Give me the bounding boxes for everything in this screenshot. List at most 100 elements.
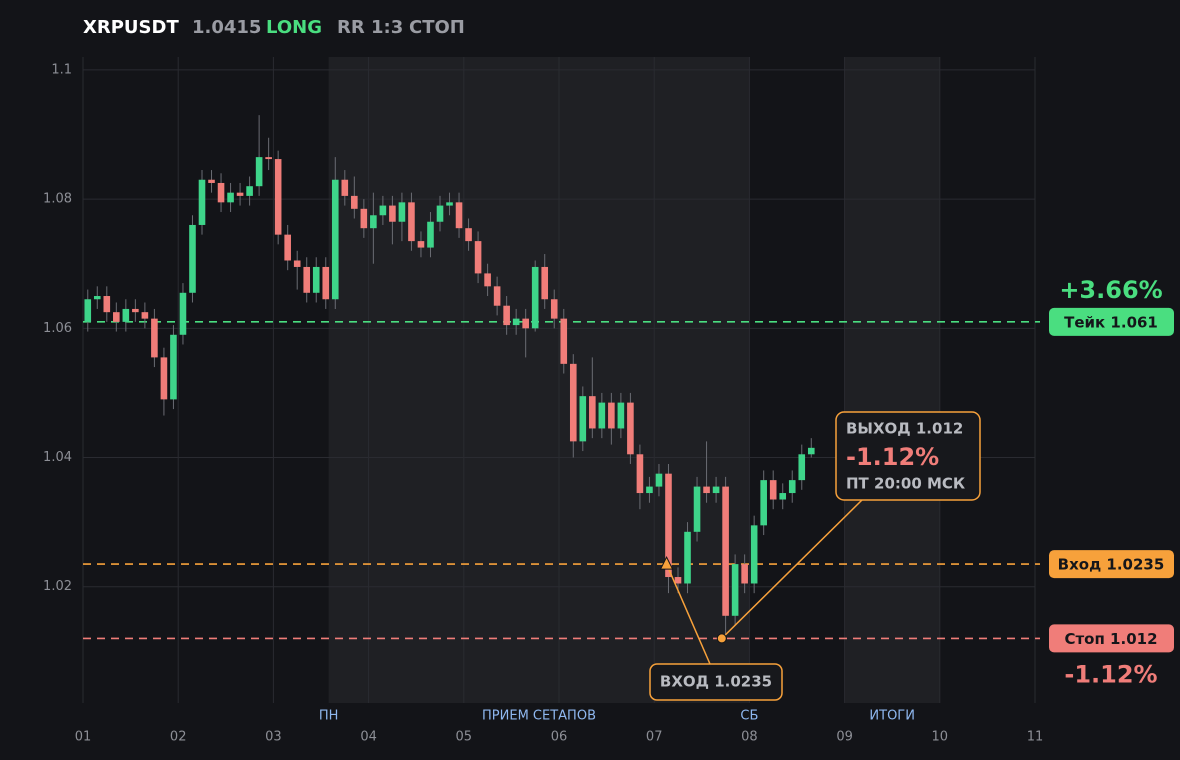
candle-body	[274, 159, 282, 235]
candle-body	[779, 493, 787, 500]
exit-time: ПТ 20:00 МСК	[846, 475, 966, 493]
exit-box	[835, 411, 981, 501]
session-band	[328, 57, 750, 703]
level-change: +3.66%	[1059, 276, 1162, 304]
candle-body	[589, 396, 596, 429]
exit-change: -1.12%	[846, 443, 939, 471]
candle-body	[674, 577, 682, 584]
candle-body	[389, 205, 396, 222]
candle-body	[636, 454, 644, 494]
x-tick-label: 07	[646, 730, 663, 745]
level-label: Тейк 1.061	[1064, 313, 1158, 331]
y-tick-label: 1.1	[51, 62, 72, 77]
candle-body	[246, 186, 253, 196]
candle-body	[436, 205, 444, 222]
candle-body	[522, 318, 529, 329]
candle-body	[446, 202, 453, 206]
candle-body	[303, 266, 311, 293]
level-label: Стоп 1.012	[1064, 630, 1157, 648]
exit-marker	[716, 633, 727, 644]
candle-body	[512, 318, 520, 326]
candle-body	[598, 402, 606, 429]
exit-connector	[721, 499, 863, 639]
candle-body	[141, 312, 149, 319]
candle-body	[113, 312, 120, 322]
overlay: ПН ПРИЕМ СЕТАПОВ СБ ИТОГИ Тейк 1.061 +3.66% Вх…	[319, 276, 1174, 724]
candle-body	[379, 205, 387, 216]
candle-body	[484, 273, 491, 287]
level-tag	[1049, 624, 1174, 653]
candle-body	[741, 564, 748, 584]
candle-body	[465, 228, 472, 242]
candle-body	[703, 486, 710, 494]
y-tick-label: 1.02	[43, 579, 72, 594]
x-tick-label: 06	[551, 730, 568, 745]
candle-body	[750, 525, 758, 584]
candle-body	[769, 480, 777, 500]
candle-body	[798, 454, 806, 481]
session-label: СБ	[740, 709, 758, 724]
candle-body	[531, 266, 539, 329]
candle-body	[693, 486, 701, 532]
candle-body	[341, 179, 349, 196]
x-tick-label: 01	[75, 730, 92, 745]
candle-body	[455, 202, 463, 229]
candle-body	[293, 260, 301, 267]
candle-body	[550, 299, 558, 319]
candle-body	[655, 473, 663, 487]
entry-label: ВХОД 1.0235	[660, 673, 772, 691]
candle-body	[160, 357, 168, 400]
x-tick-label: 05	[456, 730, 473, 745]
grid: 1.02 1.04 1.06 1.08 1.1 01 02 03 04 05 06 07 08 09 10 1…	[43, 57, 1043, 745]
x-tick-label: 03	[265, 730, 282, 745]
x-tick-label: 10	[932, 730, 949, 745]
candle-body	[807, 447, 815, 455]
session-label: ПН	[319, 709, 339, 724]
candle-body	[198, 179, 206, 225]
candle-body	[569, 363, 577, 442]
y-tick-label: 1.08	[43, 192, 72, 207]
candle-body	[189, 224, 196, 293]
candle-body	[208, 179, 215, 183]
level-label: Вход 1.0235	[1058, 556, 1165, 574]
session-band	[844, 57, 940, 703]
candle-body	[331, 179, 339, 300]
candle-body	[151, 318, 158, 358]
exit-label: ВЫХОД 1.012	[846, 420, 963, 438]
candle-body	[370, 215, 377, 229]
candle-body	[731, 564, 739, 616]
side: LONG	[266, 17, 322, 38]
candle-body	[227, 192, 234, 203]
candle-body	[627, 402, 634, 455]
session-label: ПРИЕМ СЕТАПОВ	[482, 709, 596, 724]
entry-box	[649, 663, 783, 701]
candle-body	[579, 396, 587, 442]
x-tick-label: 04	[360, 730, 377, 745]
level-tag	[1049, 307, 1174, 336]
candle-body	[179, 292, 187, 335]
x-tick-label: 09	[836, 730, 853, 745]
candle-body	[684, 531, 691, 584]
candle-body	[312, 266, 320, 293]
risk-reward: RR 1:3	[337, 17, 403, 38]
candle-body	[255, 157, 263, 187]
symbol: XRPUSDT	[83, 17, 179, 38]
y-tick-label: 1.04	[43, 450, 72, 465]
entry-connector	[665, 563, 711, 665]
candle-body	[417, 241, 425, 248]
y-tick-label: 1.06	[43, 321, 72, 336]
stop-title: СТОП	[409, 17, 465, 38]
price: 1.0415	[192, 17, 261, 38]
candle-body	[427, 221, 434, 248]
candle-body	[617, 402, 625, 429]
candle-body	[93, 296, 101, 300]
candle-body	[284, 234, 291, 261]
candle-body	[503, 305, 510, 326]
candle-body	[122, 308, 130, 322]
candle-body	[608, 402, 615, 429]
candle-body	[103, 296, 111, 313]
candle-body	[665, 473, 672, 578]
candle-body	[84, 299, 92, 322]
